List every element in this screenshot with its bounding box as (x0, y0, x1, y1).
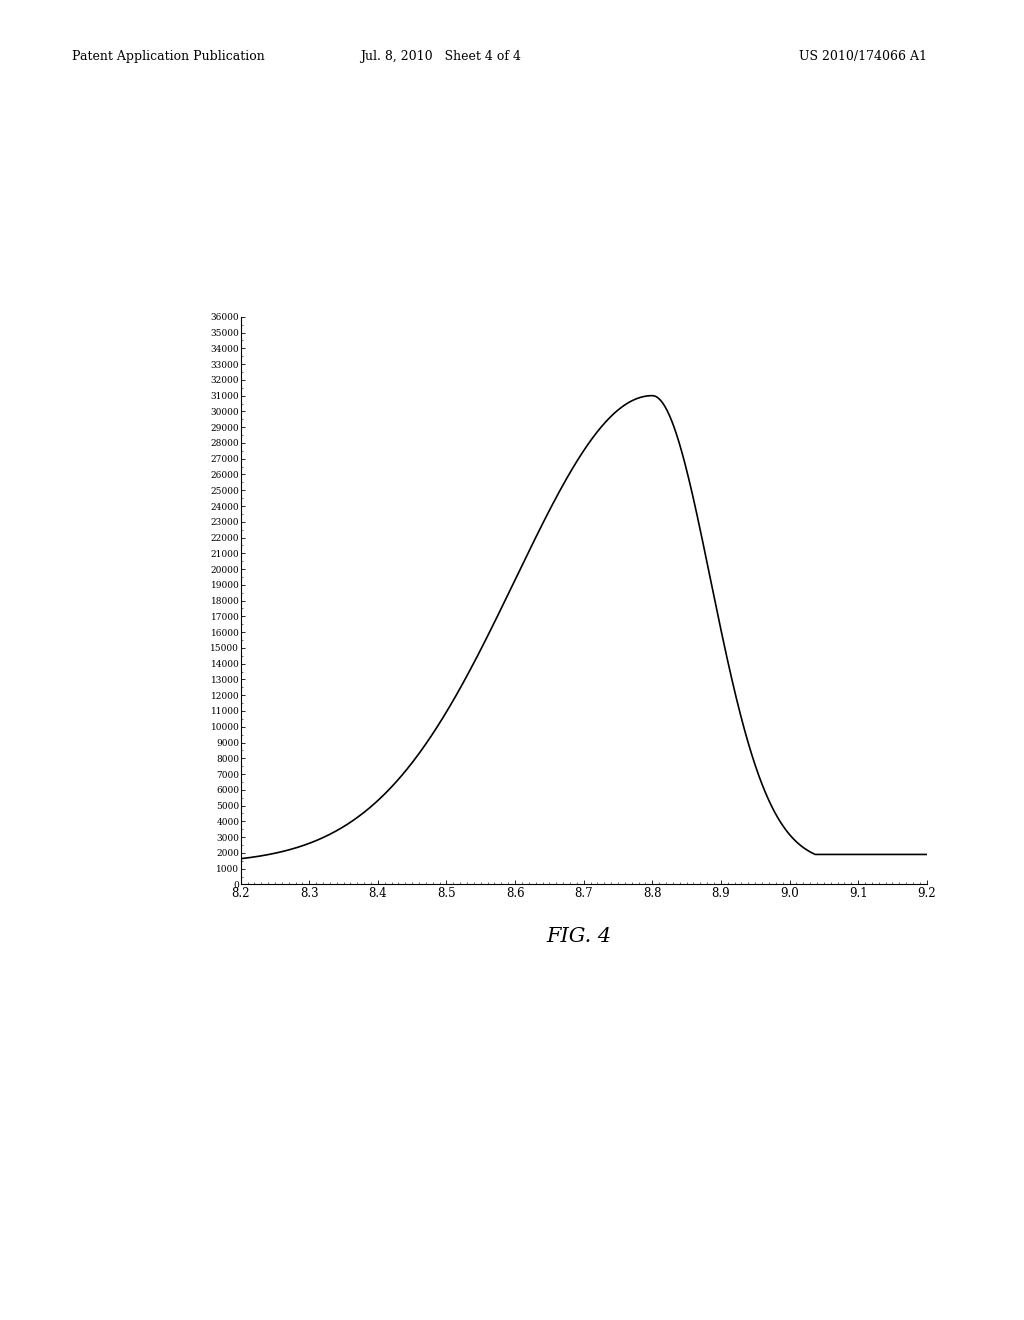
Text: FIG. 4: FIG. 4 (546, 927, 611, 945)
Text: US 2010/174066 A1: US 2010/174066 A1 (799, 50, 927, 63)
Text: Jul. 8, 2010   Sheet 4 of 4: Jul. 8, 2010 Sheet 4 of 4 (359, 50, 521, 63)
Text: Patent Application Publication: Patent Application Publication (72, 50, 264, 63)
